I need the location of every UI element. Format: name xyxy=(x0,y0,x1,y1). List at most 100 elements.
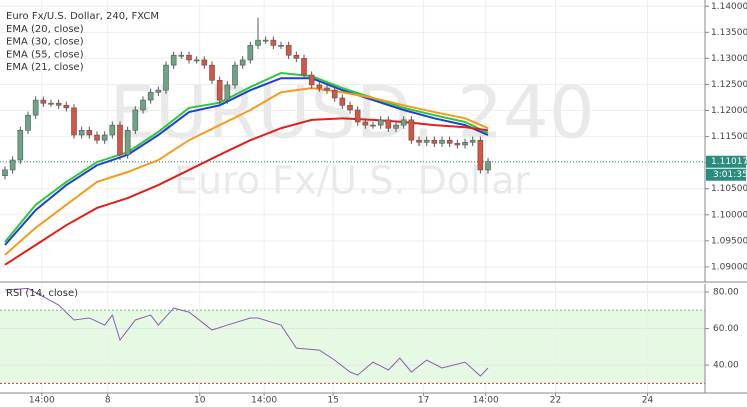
y-tick-label: 80.00 xyxy=(713,288,739,298)
ema-line xyxy=(4,71,489,243)
candle-body xyxy=(86,130,93,136)
candle-body xyxy=(385,119,392,129)
ema-line xyxy=(4,87,489,256)
candle-body xyxy=(17,130,24,161)
candle-body xyxy=(370,124,376,127)
candle-body xyxy=(262,39,269,42)
candle-body xyxy=(186,54,192,61)
candle-body xyxy=(94,134,100,141)
candle-body xyxy=(285,45,292,56)
candle-body xyxy=(170,54,177,66)
candle-body xyxy=(400,119,407,126)
candle-body xyxy=(155,89,162,93)
legend-entry: EMA (20, close) xyxy=(6,24,84,35)
candle-body xyxy=(278,45,284,47)
last-price-box xyxy=(706,155,746,168)
candle-body xyxy=(201,59,208,66)
x-tick-label: 14:00 xyxy=(29,396,55,406)
candle-body xyxy=(347,104,353,111)
x-tick-label: 8 xyxy=(105,396,111,406)
candle-body xyxy=(193,59,200,62)
candle-body xyxy=(255,39,261,46)
candle-body xyxy=(71,107,77,136)
candle-body xyxy=(140,99,146,111)
candle-body xyxy=(362,121,369,126)
x-tick-label: 10 xyxy=(194,396,206,406)
candle-body xyxy=(331,89,338,99)
y-tick-label: 1.11500 xyxy=(711,132,747,142)
countdown-label: 3:01:35 xyxy=(713,170,747,180)
ema-line xyxy=(4,77,489,246)
candle-body xyxy=(439,139,445,144)
candle-body xyxy=(393,124,399,129)
y-tick-label: 1.14000 xyxy=(711,2,747,12)
candle-body xyxy=(301,58,307,76)
candle-body xyxy=(25,114,31,131)
candle-body xyxy=(224,84,231,101)
candle-body xyxy=(324,87,330,91)
y-tick-label: 1.09000 xyxy=(711,262,747,272)
candle-body xyxy=(354,109,361,123)
candle-body xyxy=(178,54,185,57)
y-tick-label: 1.10000 xyxy=(711,210,747,220)
candle-body xyxy=(469,139,476,143)
candle-body xyxy=(232,64,238,86)
x-tick-label: 24 xyxy=(642,396,654,406)
candle-body xyxy=(477,139,484,171)
candle-body xyxy=(308,74,315,86)
candle-body xyxy=(485,161,491,171)
countdown-box xyxy=(706,168,746,181)
x-tick-label: 17 xyxy=(418,396,429,406)
legend-entry: EMA (55, close) xyxy=(6,49,84,60)
chart-title: Euro Fx/U.S. Dollar, 240, FXCM xyxy=(6,11,159,22)
candle-body xyxy=(293,54,300,59)
candle-body xyxy=(270,39,277,46)
legend-entry: RSI (14, close) xyxy=(6,288,78,299)
candle-body xyxy=(117,124,123,156)
candle-body xyxy=(124,130,131,156)
candle-body xyxy=(48,102,54,105)
candle-body xyxy=(147,91,154,101)
x-tick-label: 22 xyxy=(550,396,561,406)
candle-body xyxy=(247,45,254,61)
candle-body xyxy=(163,64,169,91)
candle-body xyxy=(454,143,461,146)
y-tick-label: 1.13500 xyxy=(711,28,747,38)
candle-body xyxy=(9,159,16,171)
x-tick-label: 14:00 xyxy=(251,396,277,406)
candle-body xyxy=(446,139,453,144)
candle-body xyxy=(63,104,70,109)
candle-body xyxy=(316,84,323,89)
last-price-label: 1.11017 xyxy=(711,157,747,167)
candle-body xyxy=(416,139,422,143)
candle-body xyxy=(78,130,85,136)
candle-body xyxy=(2,169,8,176)
rsi-line xyxy=(4,287,489,377)
rsi-band xyxy=(0,310,705,384)
candle-body xyxy=(32,99,39,116)
y-tick-label: 60.00 xyxy=(713,324,739,334)
legend-entry: EMA (21, close) xyxy=(6,62,84,73)
y-tick-label: 1.13000 xyxy=(711,54,747,64)
y-tick-label: 1.12000 xyxy=(711,106,747,116)
candle-body xyxy=(40,99,47,104)
candle-body xyxy=(55,102,62,106)
x-tick-label: 15 xyxy=(327,396,338,406)
candle-body xyxy=(339,97,346,106)
candle-body xyxy=(239,59,246,66)
candle-body xyxy=(408,119,415,141)
candle-body xyxy=(109,124,116,136)
candle-body xyxy=(377,119,384,126)
x-tick-label: 14:00 xyxy=(473,396,499,406)
y-tick-label: 1.09500 xyxy=(711,236,747,246)
y-tick-label: 40.00 xyxy=(713,361,739,371)
y-tick-label: 1.10500 xyxy=(711,184,747,194)
candle-body xyxy=(431,139,438,144)
candle-body xyxy=(216,79,223,101)
candle-body xyxy=(209,64,215,81)
candle-body xyxy=(462,142,468,146)
candle-body xyxy=(132,109,139,131)
legend-entry: EMA (30, close) xyxy=(6,37,84,48)
candle-body xyxy=(423,139,430,143)
